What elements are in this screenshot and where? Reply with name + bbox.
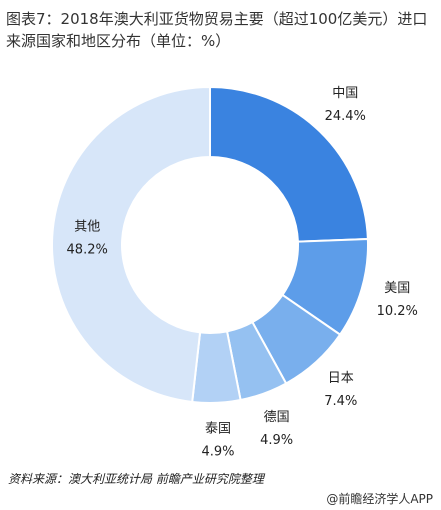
value-label: 48.2%	[67, 243, 108, 258]
slice-label: 德国	[264, 410, 290, 425]
slice-label: 泰国	[205, 421, 231, 436]
slice-label: 其他	[74, 220, 100, 235]
value-label: 7.4%	[324, 394, 357, 409]
value-label: 4.9%	[201, 444, 234, 459]
value-label: 4.9%	[260, 433, 293, 448]
value-label: 10.2%	[377, 304, 418, 319]
value-label: 24.4%	[325, 109, 366, 124]
slice	[209, 85, 369, 243]
slice-label: 中国	[332, 86, 358, 101]
chart-title: 图表7：2018年澳大利亚货物贸易主要（超过100亿美元）进口来源国家和地区分布…	[6, 10, 428, 50]
slice	[51, 85, 211, 404]
source-note: 资料来源：澳大利亚统计局 前瞻产业研究院整理	[8, 472, 264, 486]
slice-label: 日本	[328, 371, 354, 386]
footer: @前瞻经济学人APP	[326, 492, 433, 506]
slice-label: 美国	[384, 281, 410, 296]
